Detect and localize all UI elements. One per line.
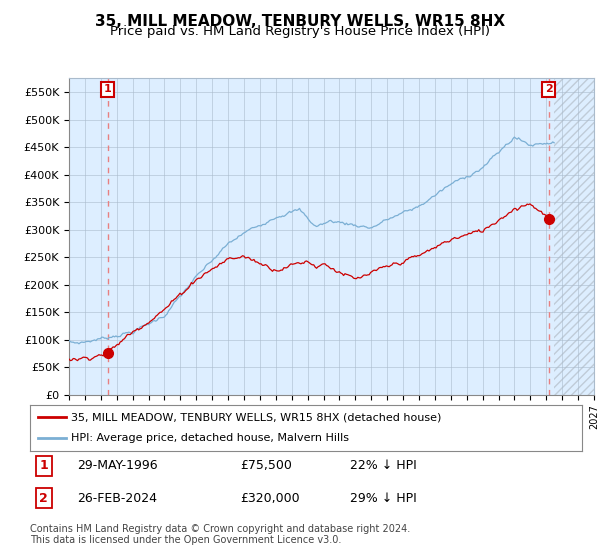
- Text: 29% ↓ HPI: 29% ↓ HPI: [350, 492, 417, 505]
- Text: 35, MILL MEADOW, TENBURY WELLS, WR15 8HX (detached house): 35, MILL MEADOW, TENBURY WELLS, WR15 8HX…: [71, 412, 442, 422]
- Bar: [554, 78, 594, 395]
- Text: HPI: Average price, detached house, Malvern Hills: HPI: Average price, detached house, Malv…: [71, 433, 349, 444]
- Text: 26-FEB-2024: 26-FEB-2024: [77, 492, 157, 505]
- Text: Contains HM Land Registry data © Crown copyright and database right 2024.
This d: Contains HM Land Registry data © Crown c…: [30, 524, 410, 545]
- Text: 35, MILL MEADOW, TENBURY WELLS, WR15 8HX: 35, MILL MEADOW, TENBURY WELLS, WR15 8HX: [95, 14, 505, 29]
- Text: 1: 1: [40, 459, 48, 472]
- Text: 22% ↓ HPI: 22% ↓ HPI: [350, 459, 417, 472]
- Text: £75,500: £75,500: [240, 459, 292, 472]
- Text: Price paid vs. HM Land Registry's House Price Index (HPI): Price paid vs. HM Land Registry's House …: [110, 25, 490, 38]
- Text: 1: 1: [104, 85, 112, 95]
- Text: 29-MAY-1996: 29-MAY-1996: [77, 459, 158, 472]
- Text: 2: 2: [40, 492, 48, 505]
- Text: £320,000: £320,000: [240, 492, 299, 505]
- Text: 2: 2: [545, 85, 553, 95]
